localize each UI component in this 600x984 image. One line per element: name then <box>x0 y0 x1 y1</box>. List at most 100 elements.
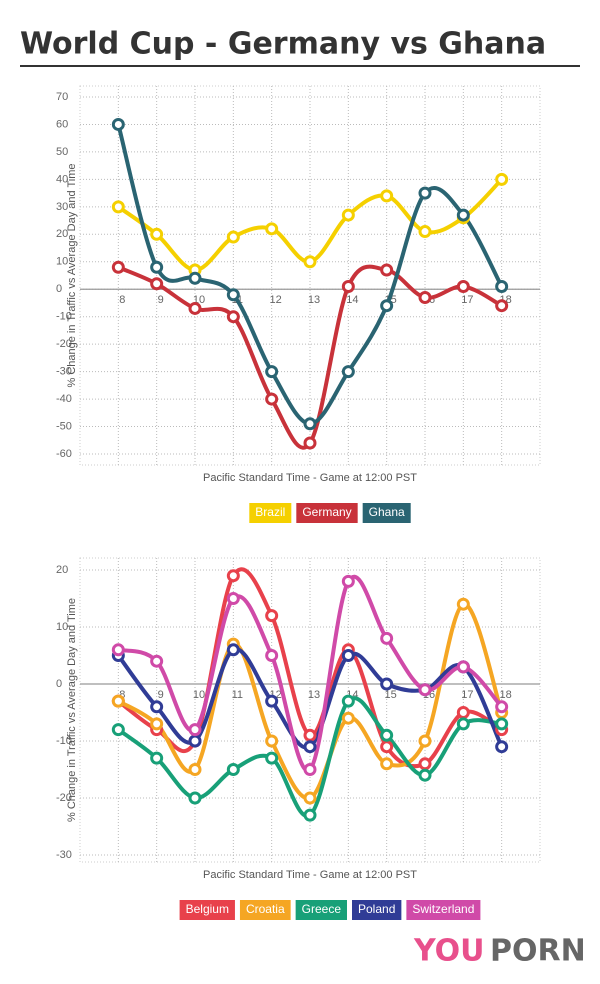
data-point <box>226 763 240 776</box>
data-point <box>456 279 470 293</box>
data-point <box>341 279 355 293</box>
data-point <box>380 631 394 645</box>
data-point <box>418 683 432 697</box>
data-point <box>265 734 279 748</box>
x-tick-label: 9 <box>158 294 164 306</box>
legend-label: Poland <box>358 902 395 916</box>
legend-label: Brazil <box>255 505 285 519</box>
data-point <box>150 751 164 765</box>
data-point <box>341 649 355 662</box>
data-point <box>418 225 432 239</box>
data-point <box>380 677 394 691</box>
legend-swatch <box>362 503 411 523</box>
x-axis-title: Pacific Standard Time - Game at 12:00 PS… <box>203 869 417 881</box>
data-point <box>150 700 164 714</box>
legend-swatch <box>406 900 481 920</box>
legend-swatch <box>239 900 291 920</box>
data-point <box>226 592 240 605</box>
x-axis-title: Pacific Standard Time - Game at 12:00 PS… <box>203 472 417 484</box>
data-point <box>303 436 317 450</box>
x-tick-label: 10 <box>193 689 205 701</box>
legend-swatch <box>352 900 402 920</box>
legend-label: Germany <box>302 505 351 519</box>
data-point <box>495 172 509 186</box>
y-tick-label: -50 <box>56 420 72 432</box>
x-tick-label: 13 <box>308 294 320 306</box>
data-point <box>303 740 317 754</box>
data-point <box>341 208 355 222</box>
x-tick-label: 17 <box>461 294 473 306</box>
y-tick-label: -20 <box>56 792 72 804</box>
data-point <box>456 597 470 611</box>
data-point <box>418 290 432 304</box>
data-point <box>418 186 432 200</box>
y-tick-label: 10 <box>56 256 68 268</box>
x-tick-label: 17 <box>461 689 473 701</box>
legend-label: Belgium <box>186 902 229 916</box>
data-point <box>188 763 202 776</box>
data-point <box>303 791 317 805</box>
x-tick-label: 8 <box>119 689 125 701</box>
data-point <box>456 706 470 719</box>
data-point <box>456 717 470 731</box>
data-point <box>150 227 164 241</box>
data-point <box>456 208 470 222</box>
data-point <box>111 260 125 274</box>
data-point <box>495 717 509 731</box>
data-point <box>150 260 164 274</box>
x-tick-label: 12 <box>270 294 282 306</box>
data-point <box>303 763 317 776</box>
data-point <box>418 757 432 771</box>
legend-swatch <box>179 900 235 920</box>
data-point <box>380 299 394 313</box>
data-point <box>265 694 279 708</box>
legend-label: Greece <box>302 902 342 916</box>
data-point <box>303 255 317 269</box>
data-point <box>188 271 202 285</box>
y-tick-label: 50 <box>56 146 68 158</box>
y-tick-label: -30 <box>56 366 72 378</box>
data-point <box>188 791 202 805</box>
y-tick-label: 40 <box>56 173 68 185</box>
y-tick-label: 20 <box>56 564 68 576</box>
y-tick-label: -30 <box>56 849 72 861</box>
data-point <box>265 392 279 406</box>
y-tick-label: 60 <box>56 118 68 130</box>
data-point <box>226 288 240 302</box>
logo-you: YOU <box>413 934 485 969</box>
legend-swatch <box>249 503 292 523</box>
data-point <box>188 301 202 315</box>
data-point <box>265 365 279 379</box>
y-tick-label: 20 <box>56 228 68 240</box>
data-point <box>495 299 509 313</box>
data-point <box>418 768 432 782</box>
data-point <box>111 723 125 737</box>
data-point <box>111 643 125 657</box>
data-point <box>150 277 164 291</box>
data-point <box>111 117 125 131</box>
y-axis-title: % Change in Traffic vs Average Day and T… <box>66 598 78 822</box>
data-point <box>380 189 394 203</box>
series-line <box>116 123 504 426</box>
x-tick-label: 9 <box>158 689 164 701</box>
data-point <box>380 740 394 754</box>
legend-label: Ghana <box>369 505 405 519</box>
data-point <box>226 569 240 583</box>
data-point <box>456 660 470 674</box>
data-point <box>341 694 355 708</box>
page-title: World Cup - Germany vs Ghana <box>20 27 546 62</box>
data-point <box>341 365 355 379</box>
data-point <box>188 734 202 748</box>
y-axis-title: % Change in Traffic vs Average Day and T… <box>66 164 78 388</box>
data-point <box>495 740 509 754</box>
x-tick-label: 18 <box>500 689 512 701</box>
data-point <box>495 700 509 714</box>
legend-label: Switzerland <box>412 902 474 916</box>
y-tick-label: -60 <box>56 448 72 460</box>
legend: Brazil Germany Ghana <box>249 503 411 523</box>
y-tick-label: 10 <box>56 621 68 633</box>
data-point <box>380 757 394 771</box>
data-point <box>188 723 202 737</box>
